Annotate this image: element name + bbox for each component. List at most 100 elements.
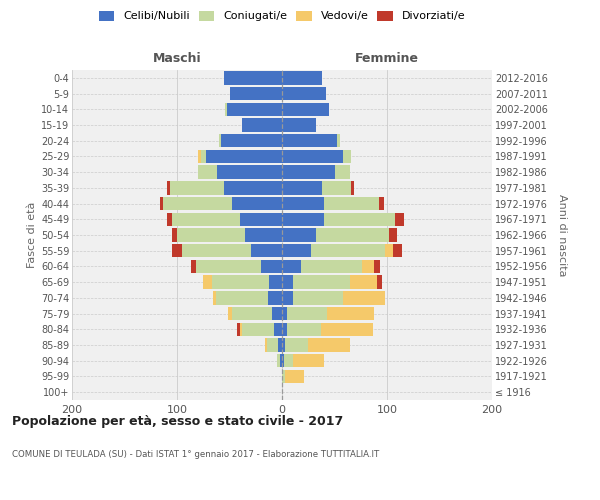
Bar: [172, 228, 177, 241]
Bar: [282, 291, 293, 304]
Bar: [293, 354, 324, 368]
Text: Popolazione per età, sesso e stato civile - 2017: Popolazione per età, sesso e stato civil…: [12, 415, 343, 428]
Bar: [167, 181, 170, 194]
Bar: [224, 71, 282, 85]
Bar: [242, 118, 282, 132]
Bar: [293, 291, 343, 304]
Bar: [284, 354, 293, 368]
Bar: [261, 260, 282, 273]
Bar: [311, 244, 385, 258]
Bar: [282, 166, 335, 179]
Text: COMUNE DI TEULADA (SU) - Dati ISTAT 1° gennaio 2017 - Elaborazione TUTTITALIA.IT: COMUNE DI TEULADA (SU) - Dati ISTAT 1° g…: [12, 450, 379, 459]
Bar: [322, 181, 351, 194]
Bar: [182, 244, 251, 258]
Bar: [327, 307, 374, 320]
Bar: [301, 260, 362, 273]
Text: Maschi: Maschi: [152, 52, 202, 66]
Bar: [343, 291, 385, 304]
Bar: [271, 307, 282, 320]
Bar: [198, 150, 201, 163]
Bar: [343, 150, 351, 163]
Bar: [237, 322, 240, 336]
Bar: [350, 276, 377, 289]
Bar: [219, 134, 221, 147]
Bar: [389, 228, 397, 241]
Bar: [201, 150, 206, 163]
Bar: [170, 181, 224, 194]
Bar: [282, 354, 284, 368]
Y-axis label: Fasce di età: Fasce di età: [26, 202, 37, 268]
Bar: [282, 260, 301, 273]
Bar: [282, 134, 337, 147]
Bar: [196, 260, 261, 273]
Bar: [285, 370, 304, 383]
Bar: [232, 197, 282, 210]
Bar: [206, 150, 282, 163]
Text: Femmine: Femmine: [355, 52, 419, 66]
Bar: [282, 370, 285, 383]
Bar: [280, 354, 282, 368]
Bar: [282, 87, 326, 100]
Bar: [282, 118, 316, 132]
Bar: [282, 338, 285, 351]
Bar: [265, 338, 268, 351]
Bar: [337, 134, 340, 147]
Bar: [232, 307, 271, 320]
Bar: [203, 276, 212, 289]
Bar: [282, 71, 322, 85]
Bar: [282, 276, 293, 289]
Bar: [282, 244, 311, 258]
Bar: [160, 197, 163, 210]
Bar: [212, 276, 269, 289]
Bar: [282, 307, 287, 320]
Bar: [217, 166, 282, 179]
Bar: [278, 338, 282, 351]
Bar: [226, 102, 227, 116]
Bar: [227, 102, 282, 116]
Bar: [240, 212, 282, 226]
Bar: [287, 307, 327, 320]
Bar: [269, 276, 282, 289]
Bar: [177, 228, 245, 241]
Bar: [240, 322, 242, 336]
Bar: [374, 260, 380, 273]
Bar: [282, 212, 324, 226]
Bar: [321, 322, 373, 336]
Bar: [395, 212, 404, 226]
Bar: [229, 307, 232, 320]
Bar: [362, 260, 374, 273]
Bar: [229, 87, 282, 100]
Bar: [351, 181, 355, 194]
Bar: [285, 338, 308, 351]
Bar: [282, 181, 322, 194]
Bar: [268, 338, 278, 351]
Bar: [282, 150, 343, 163]
Bar: [172, 212, 240, 226]
Bar: [335, 166, 350, 179]
Bar: [282, 228, 316, 241]
Bar: [324, 212, 395, 226]
Bar: [287, 322, 321, 336]
Bar: [191, 260, 196, 273]
Legend: Celibi/Nubili, Coniugati/e, Vedovi/e, Divorziati/e: Celibi/Nubili, Coniugati/e, Vedovi/e, Di…: [99, 10, 465, 22]
Bar: [245, 228, 282, 241]
Bar: [274, 322, 282, 336]
Bar: [324, 197, 379, 210]
Bar: [277, 354, 280, 368]
Bar: [282, 197, 324, 210]
Bar: [242, 322, 274, 336]
Bar: [268, 291, 282, 304]
Bar: [282, 322, 287, 336]
Bar: [385, 244, 394, 258]
Bar: [379, 197, 384, 210]
Bar: [224, 181, 282, 194]
Bar: [316, 228, 389, 241]
Bar: [282, 102, 329, 116]
Bar: [213, 291, 216, 304]
Y-axis label: Anni di nascita: Anni di nascita: [557, 194, 567, 276]
Bar: [293, 276, 350, 289]
Bar: [163, 197, 232, 210]
Bar: [216, 291, 268, 304]
Bar: [251, 244, 282, 258]
Bar: [221, 134, 282, 147]
